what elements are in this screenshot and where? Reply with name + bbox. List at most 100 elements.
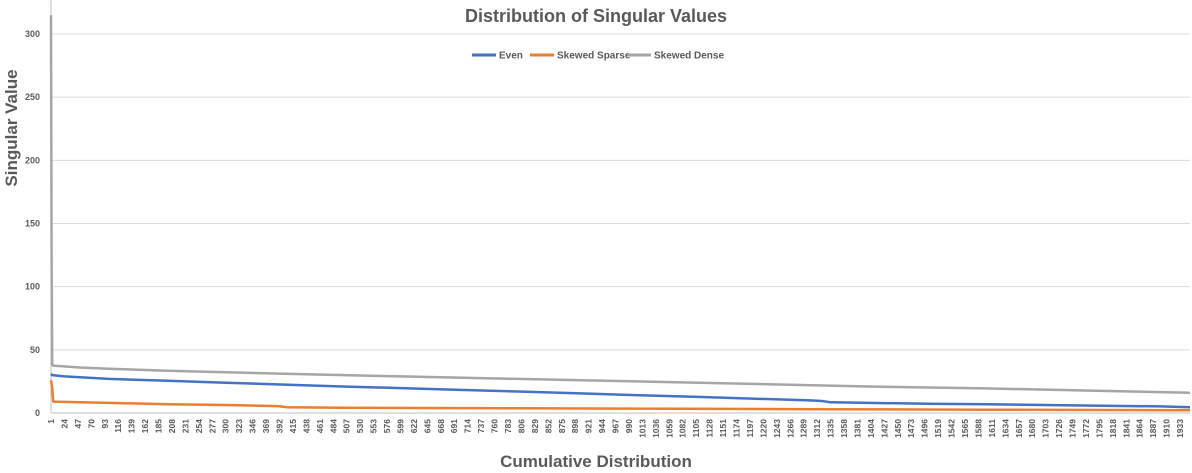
y-axis-tick-labels: 0 50 100 150 200 250 300 xyxy=(25,29,40,418)
x-tick-label: 277 xyxy=(207,419,217,433)
y-tick-label: 0 xyxy=(35,408,40,418)
x-tick-label: 47 xyxy=(73,419,83,429)
x-tick-label: 622 xyxy=(409,419,419,433)
x-tick-label: 645 xyxy=(422,419,432,433)
x-tick-label: 1404 xyxy=(866,419,876,438)
x-tick-label: 1381 xyxy=(852,419,862,438)
x-tick-label: 369 xyxy=(261,419,271,433)
x-tick-label: 668 xyxy=(436,419,446,433)
x-tick-label: 231 xyxy=(180,419,190,433)
x-tick-label: 346 xyxy=(248,419,258,433)
x-tick-label: 507 xyxy=(342,419,352,433)
x-tick-label: 1266 xyxy=(785,419,795,438)
series-lines xyxy=(49,15,1190,412)
x-tick-label: 1657 xyxy=(1014,419,1024,438)
x-tick-label: 162 xyxy=(140,419,150,433)
x-tick-label: 990 xyxy=(624,419,634,433)
y-axis-title: Singular Value xyxy=(2,69,21,186)
x-tick-label: 300 xyxy=(221,419,231,433)
x-tick-label: 1611 xyxy=(987,419,997,438)
x-tick-label: 1864 xyxy=(1135,419,1145,438)
x-tick-label: 967 xyxy=(611,419,621,433)
x-tick-label: 24 xyxy=(59,419,69,429)
x-tick-label: 760 xyxy=(490,419,500,433)
x-tick-label: 1335 xyxy=(826,419,836,438)
x-tick-label: 1427 xyxy=(879,419,889,438)
x-tick-label: 714 xyxy=(463,419,473,433)
x-tick-label: 1220 xyxy=(758,419,768,438)
legend: Even Skewed Sparse Skewed Dense xyxy=(472,51,724,62)
x-tick-label: 1496 xyxy=(920,419,930,438)
x-tick-label: 1 xyxy=(46,419,56,424)
x-tick-label: 1519 xyxy=(933,419,943,438)
x-tick-label: 254 xyxy=(194,419,204,433)
x-tick-label: 1450 xyxy=(893,419,903,438)
x-tick-label: 1726 xyxy=(1054,419,1064,438)
x-tick-label: 783 xyxy=(503,419,513,433)
legend-label-skewed-sparse: Skewed Sparse xyxy=(557,51,631,62)
x-tick-label: 1887 xyxy=(1148,419,1158,438)
x-tick-label: 1818 xyxy=(1108,419,1118,438)
y-tick-label: 250 xyxy=(25,92,40,102)
x-tick-label: 1910 xyxy=(1162,419,1172,438)
x-tick-label: 116 xyxy=(113,419,123,433)
x-tick-label: 691 xyxy=(449,419,459,433)
gridlines xyxy=(51,33,1190,351)
y-tick-label: 50 xyxy=(30,345,40,355)
x-tick-label: 1634 xyxy=(1000,419,1010,438)
legend-item-skewed-dense: Skewed Dense xyxy=(627,51,724,62)
y-tick-label: 100 xyxy=(25,282,40,292)
x-axis-tick-labels: 1 24 47 70 93 116 139 162 185 208 231 254 277 300 323 3… xyxy=(46,419,1185,438)
x-tick-label: 1680 xyxy=(1027,419,1037,438)
x-tick-label: 1588 xyxy=(973,419,983,438)
legend-label-even: Even xyxy=(499,51,523,62)
x-tick-label: 1358 xyxy=(839,419,849,438)
x-tick-label: 1795 xyxy=(1094,419,1104,438)
x-tick-label: 185 xyxy=(154,419,164,433)
x-tick-label: 484 xyxy=(328,419,338,433)
x-tick-label: 829 xyxy=(530,419,540,433)
x-tick-label: 1013 xyxy=(637,419,647,438)
x-tick-label: 93 xyxy=(100,419,110,429)
x-tick-label: 323 xyxy=(234,419,244,433)
legend-label-skewed-dense: Skewed Dense xyxy=(654,51,724,62)
series-line-skewed-sparse xyxy=(49,380,1190,412)
x-tick-label: 806 xyxy=(516,419,526,433)
x-tick-label: 1197 xyxy=(745,419,755,438)
x-tick-label: 392 xyxy=(275,419,285,433)
x-tick-label: 70 xyxy=(86,419,96,429)
x-tick-label: 1772 xyxy=(1081,419,1091,438)
x-tick-label: 1542 xyxy=(947,419,957,438)
x-tick-label: 438 xyxy=(301,419,311,433)
x-tick-label: 530 xyxy=(355,419,365,433)
y-tick-label: 150 xyxy=(25,219,40,229)
x-tick-label: 1151 xyxy=(718,419,728,438)
x-tick-label: 1749 xyxy=(1068,419,1078,438)
x-tick-label: 208 xyxy=(167,419,177,433)
x-tick-label: 1243 xyxy=(772,419,782,438)
series-line-skewed-dense xyxy=(49,15,1190,395)
y-tick-label: 300 xyxy=(25,29,40,39)
x-tick-label: 1933 xyxy=(1175,419,1185,438)
x-tick-label: 737 xyxy=(476,419,486,433)
x-tick-label: 415 xyxy=(288,419,298,433)
x-tick-label: 898 xyxy=(570,419,580,433)
x-tick-label: 1105 xyxy=(691,419,701,438)
x-tick-label: 1082 xyxy=(678,419,688,438)
series-line-even xyxy=(50,372,1190,409)
x-axis-title: Cumulative Distribution xyxy=(500,452,692,471)
x-tick-label: 576 xyxy=(382,419,392,433)
x-tick-label: 1289 xyxy=(799,419,809,438)
y-tick-label: 200 xyxy=(25,155,40,165)
x-tick-label: 1473 xyxy=(906,419,916,438)
x-tick-label: 1059 xyxy=(664,419,674,438)
x-tick-label: 553 xyxy=(369,419,379,433)
x-tick-label: 1703 xyxy=(1041,419,1051,438)
x-tick-label: 1174 xyxy=(732,419,742,438)
x-tick-label: 461 xyxy=(315,419,325,433)
legend-item-even: Even xyxy=(472,51,523,62)
x-tick-label: 1128 xyxy=(705,419,715,438)
x-tick-label: 599 xyxy=(395,419,405,433)
x-tick-label: 139 xyxy=(127,419,137,433)
